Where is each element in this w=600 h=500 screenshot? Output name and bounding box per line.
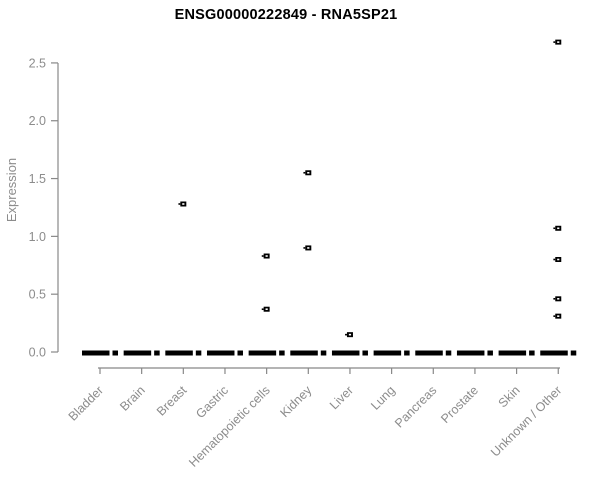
data-point-center [557,258,560,261]
x-category-label: Prostate [438,383,481,426]
zero-cluster-bar [290,350,318,356]
data-point-left-tick [553,258,556,261]
zero-cluster-bar [165,350,193,356]
zero-cluster-bar-end [404,350,410,356]
x-category-label: Brain [117,383,148,414]
data-point-center [557,41,560,43]
x-category-label: Lung [368,383,398,413]
zero-cluster-bar [415,350,443,356]
x-category-label: Liver [327,383,356,412]
data-point-center [265,308,268,311]
data-point-left-tick [261,255,264,257]
zero-cluster-bar-end [195,350,202,356]
data-point-center [182,203,185,205]
zero-cluster-bar-end [362,350,368,356]
x-category-label: Pancreas [392,383,439,430]
zero-cluster-bar [123,350,152,356]
zero-cluster-bar-end [320,350,327,356]
data-point-center [307,247,310,249]
zero-cluster-bar [498,350,527,356]
zero-cluster-bar [540,350,568,356]
x-category-label: Hematopoietic cells [186,383,273,470]
data-point-left-tick [553,41,556,43]
zero-cluster-bar-end [570,350,577,356]
data-point-center [265,255,268,257]
data-point-center [557,298,560,300]
y-tick-label: 0.0 [29,346,46,360]
zero-cluster-bar-end [279,350,285,356]
zero-cluster-bar-end [154,350,160,356]
zero-cluster-bar [248,350,277,356]
zero-cluster-bar [206,350,235,356]
data-point-left-tick [553,227,556,230]
data-point-center [348,333,352,336]
zero-cluster-bar [331,350,360,356]
y-tick-label: 1.0 [29,230,46,244]
zero-cluster-bar-end [112,350,118,356]
y-tick-label: 1.5 [29,172,46,186]
y-tick-label: 2.5 [29,56,46,70]
data-point-left-tick [553,315,556,317]
data-point-left-tick [553,298,556,300]
data-point-center [307,171,310,174]
zero-cluster-bar [373,350,402,356]
data-point-left-tick [345,333,347,336]
data-point-left-tick [303,171,306,174]
data-point-center [557,315,560,317]
chart-title: ENSG00000222849 - RNA5SP21 [174,7,398,23]
data-point-left-tick [303,247,306,249]
y-tick-label: 0.5 [29,288,46,302]
zero-cluster-bar-end [529,350,535,356]
data-point-left-tick [261,308,264,311]
x-category-label: Skin [496,383,523,410]
zero-cluster-bar-end [487,350,493,356]
data-point-center [557,227,560,230]
x-category-label: Kidney [277,383,314,420]
x-category-label: Gastric [193,383,231,421]
x-category-label: Bladder [66,383,106,423]
y-tick-label: 2.0 [29,114,46,128]
x-category-label: Breast [154,383,190,419]
data-point-left-tick [178,203,181,205]
zero-cluster-bar [456,350,485,356]
zero-cluster-bar-end [445,350,452,356]
x-category-label: Unknown / Other [488,383,564,459]
zero-cluster-bar-end [237,350,243,356]
zero-cluster-bar [82,350,110,356]
